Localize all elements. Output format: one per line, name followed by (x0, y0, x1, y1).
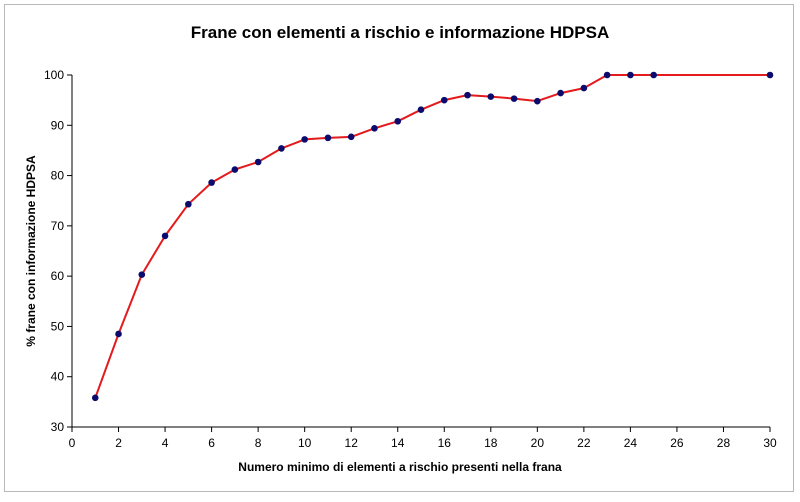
x-tick-label: 24 (624, 436, 638, 450)
x-tick-label: 2 (115, 436, 122, 450)
data-point (278, 145, 285, 152)
x-tick-label: 30 (763, 436, 777, 450)
x-tick-label: 18 (484, 436, 498, 450)
y-tick-label: 60 (51, 269, 65, 283)
data-point (371, 125, 378, 132)
x-tick-label: 12 (345, 436, 359, 450)
data-point (138, 271, 146, 278)
y-ticks: 30 40 50 60 70 80 90 100 (44, 68, 72, 434)
data-point (208, 179, 215, 186)
y-axis-label: % frane con informazione HDPSA (24, 155, 38, 347)
data-point (580, 84, 588, 92)
data-point (464, 91, 471, 99)
data-point (650, 71, 657, 79)
data-point (603, 71, 611, 79)
x-ticks: 0 2 4 6 8 10 12 14 16 18 20 22 24 26 28 30 (69, 427, 777, 450)
data-point (254, 158, 262, 166)
x-tick-label: 10 (298, 436, 312, 450)
chart-frame (4, 4, 794, 492)
data-point (91, 394, 99, 402)
data-point (627, 71, 634, 79)
y-tick-label: 100 (44, 68, 64, 82)
data-point (115, 330, 122, 338)
data-point (487, 93, 495, 100)
data-point (231, 166, 239, 173)
data-point (161, 232, 169, 240)
x-tick-label: 20 (531, 436, 545, 450)
y-tick-label: 80 (51, 169, 65, 183)
data-point (534, 97, 541, 105)
x-tick-label: 26 (670, 436, 684, 450)
x-tick-label: 0 (69, 436, 76, 450)
data-point (347, 133, 355, 141)
x-tick-label: 16 (438, 436, 452, 450)
data-point (766, 71, 774, 79)
x-tick-label: 4 (162, 436, 169, 450)
x-tick-label: 14 (391, 436, 405, 450)
data-point (510, 95, 518, 102)
y-tick-label: 40 (51, 370, 65, 384)
chart-title: Frane con elementi a rischio e informazi… (191, 23, 610, 42)
y-tick-label: 90 (51, 118, 65, 132)
x-tick-label: 22 (577, 436, 591, 450)
series-line (94, 74, 770, 399)
data-point (324, 134, 332, 142)
data-point (440, 96, 448, 104)
data-point (185, 200, 192, 208)
data-point (301, 136, 308, 143)
data-point (417, 106, 425, 113)
x-tick-label: 6 (208, 436, 215, 450)
x-tick-label: 28 (717, 436, 731, 450)
x-tick-label: 8 (255, 436, 262, 450)
y-tick-label: 50 (51, 319, 65, 333)
y-tick-label: 70 (51, 219, 65, 233)
y-tick-label: 30 (51, 420, 65, 434)
series-markers (91, 71, 774, 402)
data-point (557, 89, 564, 97)
x-axis-label: Numero minimo di elementi a rischio pres… (238, 460, 562, 474)
data-point (394, 117, 402, 125)
